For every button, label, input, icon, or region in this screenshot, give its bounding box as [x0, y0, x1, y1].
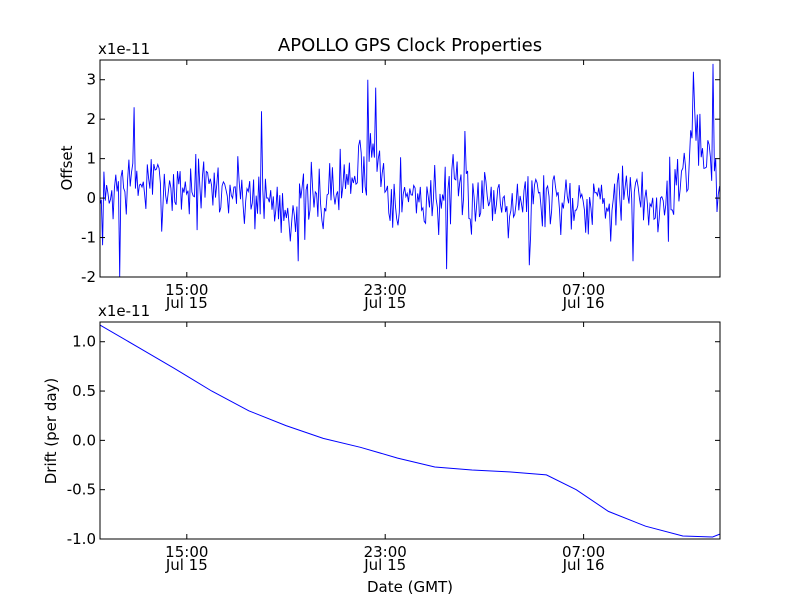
- x-tick-label-date: Jul 15: [363, 556, 406, 574]
- series-line-drift: [100, 324, 720, 538]
- y-tick-label: 0.0: [72, 431, 96, 449]
- offset-axis-label: Offset: [58, 145, 76, 190]
- x-tick-label-date: Jul 15: [165, 294, 208, 312]
- x-tick-label-time: 23:00: [364, 281, 407, 299]
- y-tick-label: 0.5: [72, 382, 96, 400]
- drift-axis-multiplier: x1e-11: [98, 302, 150, 320]
- plot-frame: [99, 59, 721, 278]
- y-tick-label: 1: [86, 150, 96, 168]
- drift-axis-label: Drift (per day): [42, 378, 60, 485]
- y-tick-label: 1.0: [72, 333, 96, 351]
- series-line-offset: [100, 63, 720, 277]
- y-tick-label: 0: [86, 189, 96, 207]
- x-tick-label-date: Jul 15: [363, 294, 406, 312]
- x-tick-label-time: 07:00: [562, 543, 605, 561]
- x-tick-label-date: Jul 16: [562, 556, 605, 574]
- y-tick-label: -0.5: [67, 481, 96, 499]
- y-tick-label: 3: [86, 71, 96, 89]
- x-tick-label-time: 07:00: [562, 281, 605, 299]
- x-tick-label-date: Jul 16: [562, 294, 605, 312]
- plot-frame: [99, 321, 721, 540]
- y-tick-label: 2: [86, 110, 96, 128]
- y-tick-label: -2: [81, 268, 96, 286]
- date-axis-label: Date (GMT): [367, 578, 453, 596]
- y-tick-label: -1: [81, 229, 96, 247]
- x-tick-label-date: Jul 15: [165, 556, 208, 574]
- x-tick-label-time: 23:00: [364, 543, 407, 561]
- chart-title: APOLLO GPS Clock Properties: [278, 35, 542, 56]
- y-tick-label: -1.0: [67, 530, 96, 548]
- x-tick-label-time: 15:00: [165, 281, 208, 299]
- offset-axis-multiplier: x1e-11: [98, 40, 150, 58]
- x-tick-label-time: 15:00: [165, 543, 208, 561]
